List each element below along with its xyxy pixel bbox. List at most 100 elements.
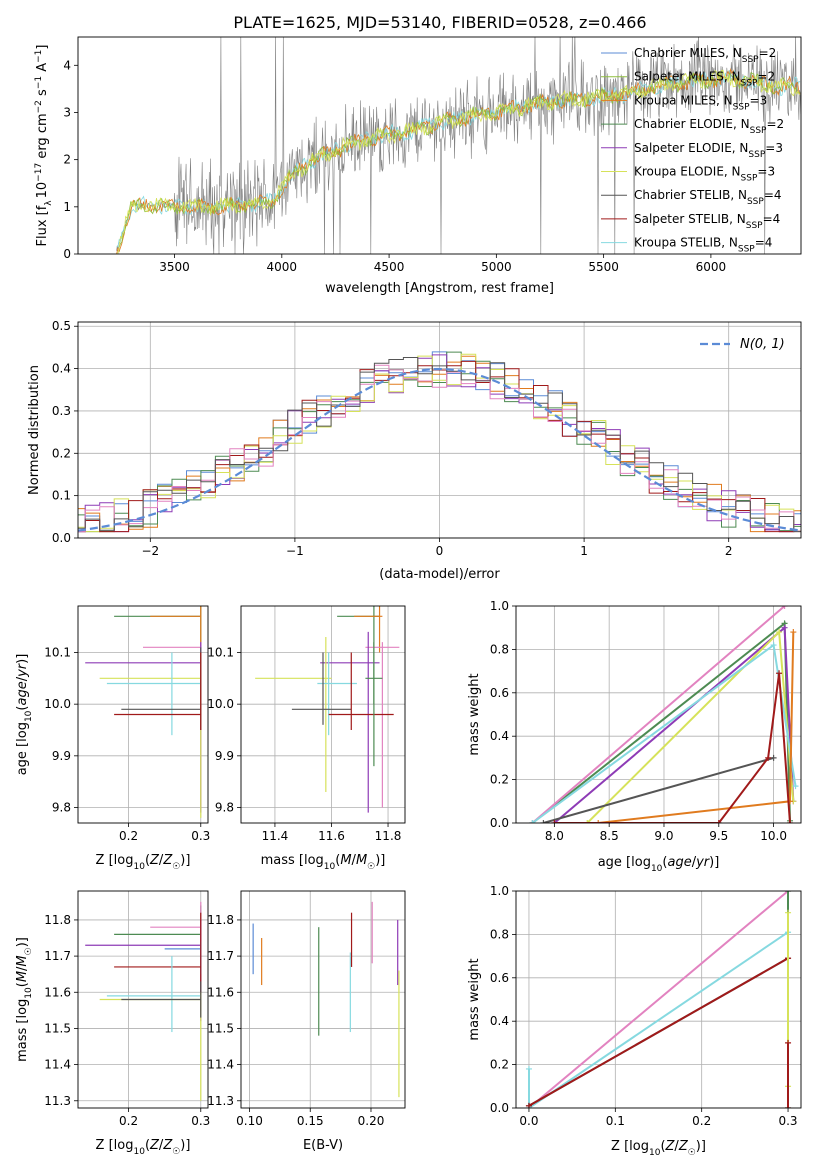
y-axis-label-part: mass weight (467, 673, 482, 755)
legend-n: =4 (763, 212, 781, 226)
y-tick-label: 0 (63, 247, 71, 261)
plot-area (116, 37, 801, 254)
legend-entry: Chabrier STELIB, NSSP=4 (634, 188, 782, 207)
x-tick-label: 0.10 (236, 1114, 263, 1128)
ticks: 0.0 0.1 0.2 0.3 0.0 0.2 0.4 0.6 0.8 1.0 (490, 884, 798, 1128)
y-tick-label: 11.5 (44, 1021, 71, 1035)
residual-histogram (78, 353, 801, 533)
legend-entry: Chabrier ELODIE, NSSP=2 (634, 117, 784, 136)
y-tick-label: 0.6 (490, 971, 509, 985)
legend-sub: SSP (747, 197, 764, 207)
panel-1: 3500 4000 4500 5000 5500 6000 0 1 2 3 4 wavelength … (34, 36, 802, 296)
axes-frame (77, 36, 802, 255)
x-tick-label: 0.15 (297, 1114, 324, 1128)
x-tick-label: 0.2 (119, 829, 138, 843)
y-tick-label: 9.9 (215, 749, 234, 763)
data-point (792, 783, 799, 790)
x-tick-label: 4000 (267, 260, 298, 274)
data-point (595, 820, 602, 823)
axes-frame (515, 890, 802, 1109)
x-axis-label-part: yr (695, 855, 711, 870)
plot-area (78, 322, 801, 538)
x-axis-label-part: / (352, 853, 357, 868)
data-point (529, 820, 536, 823)
legend-entry: Kroupa STELIB, NSSP=4 (634, 236, 772, 255)
x-tick-label: 0.3 (191, 1114, 210, 1128)
y-tick-label: 11.3 (44, 1094, 71, 1108)
y-tick-label: 11.5 (207, 1021, 234, 1035)
x-tick-label: 0.3 (778, 1114, 797, 1128)
x-tick-label: 0.1 (606, 1114, 625, 1128)
legend-sub: SSP (748, 150, 765, 160)
ticks: 8.0 8.5 9.0 9.5 10.0 0.0 0.2 0.4 0.6 0.8 1.0 (490, 599, 787, 843)
error-bar (114, 652, 202, 730)
error-bar (255, 637, 332, 792)
x-axis-label-part: ☉ (172, 1147, 180, 1157)
y-axis-label-part: age [log (15, 722, 30, 775)
x-axis-label-part: Z (162, 853, 173, 868)
mass-weight-line (543, 756, 774, 823)
x-axis-label-part: ( (660, 1139, 665, 1154)
mass-weight-line (528, 957, 789, 1107)
x-axis-label-part: 10 (649, 1148, 661, 1158)
y-tick-label: 2 (63, 153, 71, 167)
y-axis-label-part: )] (15, 654, 30, 664)
x-tick-label: 0.3 (191, 829, 210, 843)
legend-name: Chabrier STELIB, N (634, 188, 747, 202)
x-tick-label: 5000 (481, 260, 512, 274)
data-point (785, 891, 792, 894)
y-tick-label: 9.8 (215, 801, 234, 815)
y-axis-label-part: ☉ (24, 947, 34, 955)
y-axis-label-part: )] (15, 937, 30, 947)
legend-n: =3 (750, 93, 768, 107)
y-axis-label-part: age (15, 681, 30, 705)
x-axis-label: age [log10(age/yr)] (598, 855, 720, 874)
legend-entry: Salpeter STELIB, NSSP=4 (634, 212, 780, 231)
y-tick-label: 11.6 (44, 985, 71, 999)
y-tick-label: 10.1 (44, 646, 71, 660)
legend-sub: SSP (750, 126, 767, 136)
model-spectrum (116, 69, 801, 254)
data-point (715, 820, 722, 823)
y-axis-label-part: A (35, 63, 50, 76)
data-point (776, 629, 783, 636)
x-tick-label: 8.5 (600, 829, 619, 843)
x-axis-label-part: Z (678, 1139, 689, 1154)
legend-name: Chabrier ELODIE, N (634, 117, 750, 131)
x-tick-label: −2 (141, 544, 159, 558)
x-axis-label-part: Z [log (96, 853, 134, 868)
legend-sub: SSP (741, 79, 758, 89)
x-axis-label-part: ( (662, 855, 667, 870)
x-axis-label-part: (data-model)/error (379, 567, 500, 582)
x-tick-label: 5500 (588, 260, 619, 274)
x-axis-label-part: / (159, 853, 164, 868)
legend-name: Salpeter STELIB, N (634, 212, 746, 226)
y-tick-label: 11.3 (207, 1094, 234, 1108)
data-point (584, 820, 591, 823)
y-axis-label-part: −1 (34, 50, 44, 63)
model-spectrum (116, 69, 801, 254)
legend-entry: N(0, 1) (740, 337, 785, 352)
x-axis-label-part: / (692, 855, 697, 870)
x-axis-label-part: ☉ (367, 862, 375, 872)
ticks: 0.2 0.3 11.3 11.4 11.5 11.6 11.7 11.8 (44, 913, 210, 1128)
x-axis-label-part: 10 (651, 864, 663, 874)
data-point (785, 909, 792, 916)
y-axis-label-part: ] (35, 45, 50, 50)
y-tick-label: 10.0 (44, 697, 71, 711)
legend-sub: SSP (733, 102, 750, 112)
error-bar (121, 981, 202, 1018)
y-tick-label: 11.7 (207, 949, 234, 963)
x-axis-label-part: M (340, 853, 351, 868)
ticks: 0.10 0.15 0.20 11.3 11.4 11.5 11.6 11.7 11.8 (207, 913, 384, 1128)
x-tick-label: 3500 (159, 260, 190, 274)
y-tick-label: 0.4 (52, 362, 71, 376)
y-tick-label: 0.8 (490, 642, 509, 656)
y-tick-label: 0.0 (490, 1101, 509, 1115)
data-point (540, 820, 547, 823)
legend-n: =2 (757, 70, 775, 84)
x-tick-label: 0.2 (119, 1114, 138, 1128)
y-axis-label-part: 10 (24, 710, 34, 722)
